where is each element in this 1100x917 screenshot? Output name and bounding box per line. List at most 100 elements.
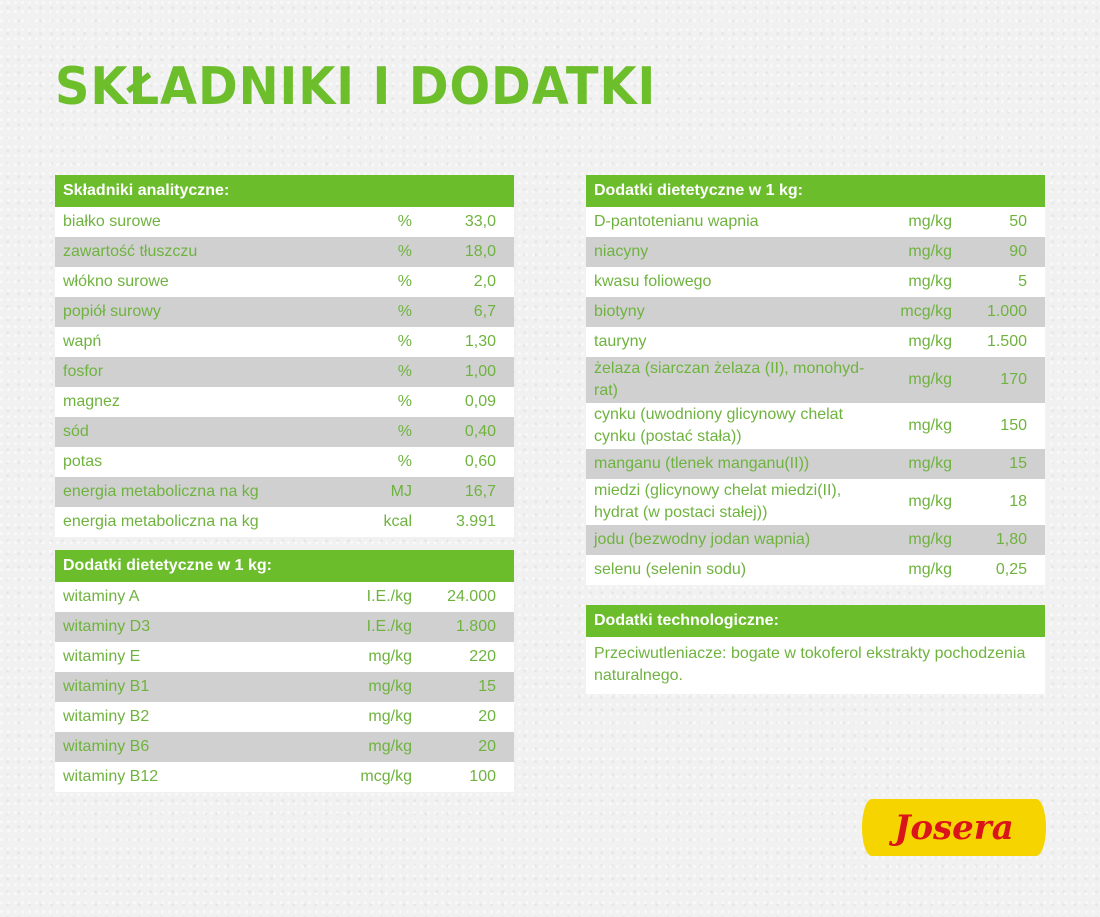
row-name: miedzi (glicynowy chelat miedzi(II), hyd… [594,482,842,521]
table-header: Dodatki dietetyczne w 1 kg: [55,550,514,582]
table-row: fosfor% 1,00 [55,357,514,387]
analytical-components-table: Składniki analityczne: białko surowe% 33,… [55,175,514,537]
vitamins-table: Dodatki dietetyczne w 1 kg: witaminy A I.… [55,550,514,792]
logo-text: Josera [894,807,1014,848]
row-name: energia metaboliczna na kg [63,513,259,530]
table-header: Dodatki technologiczne: [586,605,1045,637]
row-unit: mg/kg [368,708,412,725]
table-row: popiół surowy% 6,7 [55,297,514,327]
row-unit: % [397,423,412,440]
row-value: 150 [1000,417,1027,434]
row-value: 18 [1009,493,1027,510]
row-unit: mg/kg [908,273,952,290]
row-unit: % [397,303,412,320]
row-name: białko surowe [63,213,161,230]
table-row: energia metaboliczna na kg MJ 16,7 [55,477,514,507]
row-value: 100 [469,768,496,785]
row-value: 3.991 [455,513,496,530]
row-unit: mg/kg [908,455,952,472]
table-row: żelaza (siarczan żelaza (II), monohyd-ra… [586,357,1045,403]
row-name: jodu (bezwodny jodan wapnia) [594,531,811,548]
row-value: 1,80 [995,531,1027,548]
row-value: 0,60 [464,453,496,470]
row-value: 6,7 [473,303,496,320]
table-row: tauryny mg/kg 1.500 [586,327,1045,357]
row-value: 15 [1009,455,1027,472]
row-value: 15 [478,678,496,695]
row-name: biotyny [594,303,645,320]
row-unit: % [397,333,412,350]
row-unit: mg/kg [908,417,952,434]
row-unit: % [397,213,412,230]
table-row: miedzi (glicynowy chelat miedzi(II), hyd… [586,479,1045,525]
row-name: popiół surowy [63,303,161,320]
row-name: witaminy B2 [63,708,150,725]
table-row: zawartość tłuszczu% 18,0 [55,237,514,267]
table-row: potas% 0,60 [55,447,514,477]
row-name: włókno surowe [63,273,169,290]
row-value: 1.800 [455,618,496,635]
row-unit: % [397,363,412,380]
row-name: witaminy E [63,648,141,665]
row-value: 33,0 [464,213,496,230]
row-unit: % [397,393,412,410]
table-row: witaminy B12 mcg/kg 100 [55,762,514,792]
row-value: 18,0 [464,243,496,260]
row-name: witaminy B12 [63,768,159,785]
row-value: 1.000 [986,303,1027,320]
row-unit: kcal [383,513,412,530]
technological-text: Przeciwutleniacze: bogate w tokoferol ek… [594,645,1026,684]
row-name: D-pantotenianu wapnia [594,213,759,230]
row-unit: mg/kg [908,531,952,548]
row-name: magnez [63,393,120,410]
row-unit: % [397,453,412,470]
table-row: cynku (uwodniony glicynowy chelat cynku … [586,403,1045,449]
table-row: energia metaboliczna na kg kcal 3.991 [55,507,514,537]
row-value: 16,7 [464,483,496,500]
row-value: 90 [1009,243,1027,260]
row-name: witaminy B1 [63,678,150,695]
row-value: 1.500 [986,333,1027,350]
josera-logo: Josera [862,799,1046,856]
table-row: witaminy D3 I.E./kg 1.800 [55,612,514,642]
table-row: witaminy B1 mg/kg 15 [55,672,514,702]
row-name: witaminy A [63,588,140,605]
row-value: 0,25 [995,561,1027,578]
row-name: zawartość tłuszczu [63,243,198,260]
row-name: żelaza (siarczan żelaza (II), monohyd-ra… [594,360,865,399]
technological-additives-table: Dodatki technologiczne: Przeciwutleniacz… [586,605,1045,694]
row-value: 170 [1000,371,1027,388]
row-unit: mg/kg [908,213,952,230]
row-unit: mcg/kg [900,303,952,320]
table-row: witaminy E mg/kg 220 [55,642,514,672]
row-name: selenu (selenin sodu) [594,561,747,578]
row-name: witaminy B6 [63,738,150,755]
row-unit: mg/kg [368,648,412,665]
table-row: manganu (tlenek manganu(II)) mg/kg 15 [586,449,1045,479]
row-unit: I.E./kg [366,618,412,635]
table-row: biotyny mcg/kg 1.000 [586,297,1045,327]
row-value: 1,30 [464,333,496,350]
table-row: magnez% 0,09 [55,387,514,417]
row-name: witaminy D3 [63,618,151,635]
row-value: 1,00 [464,363,496,380]
row-name: fosfor [63,363,104,380]
row-value: 20 [478,738,496,755]
row-unit: mg/kg [908,561,952,578]
table-row: D-pantotenianu wapnia mg/kg 50 [586,207,1045,237]
row-name: cynku (uwodniony glicynowy chelat cynku … [594,406,844,445]
table-row: witaminy B6 mg/kg 20 [55,732,514,762]
row-value: 220 [469,648,496,665]
row-unit: mg/kg [368,678,412,695]
table-row: witaminy A I.E./kg 24.000 [55,582,514,612]
row-value: 2,0 [473,273,496,290]
row-unit: mg/kg [908,493,952,510]
row-name: manganu (tlenek manganu(II)) [594,455,810,472]
row-name: sód [63,423,89,440]
table-row: jodu (bezwodny jodan wapnia) mg/kg 1,80 [586,525,1045,555]
row-value: 5 [1018,273,1027,290]
row-name: wapń [63,333,102,350]
table-row: witaminy B2 mg/kg 20 [55,702,514,732]
table-row: selenu (selenin sodu) mg/kg 0,25 [586,555,1045,585]
table-row: sód% 0,40 [55,417,514,447]
